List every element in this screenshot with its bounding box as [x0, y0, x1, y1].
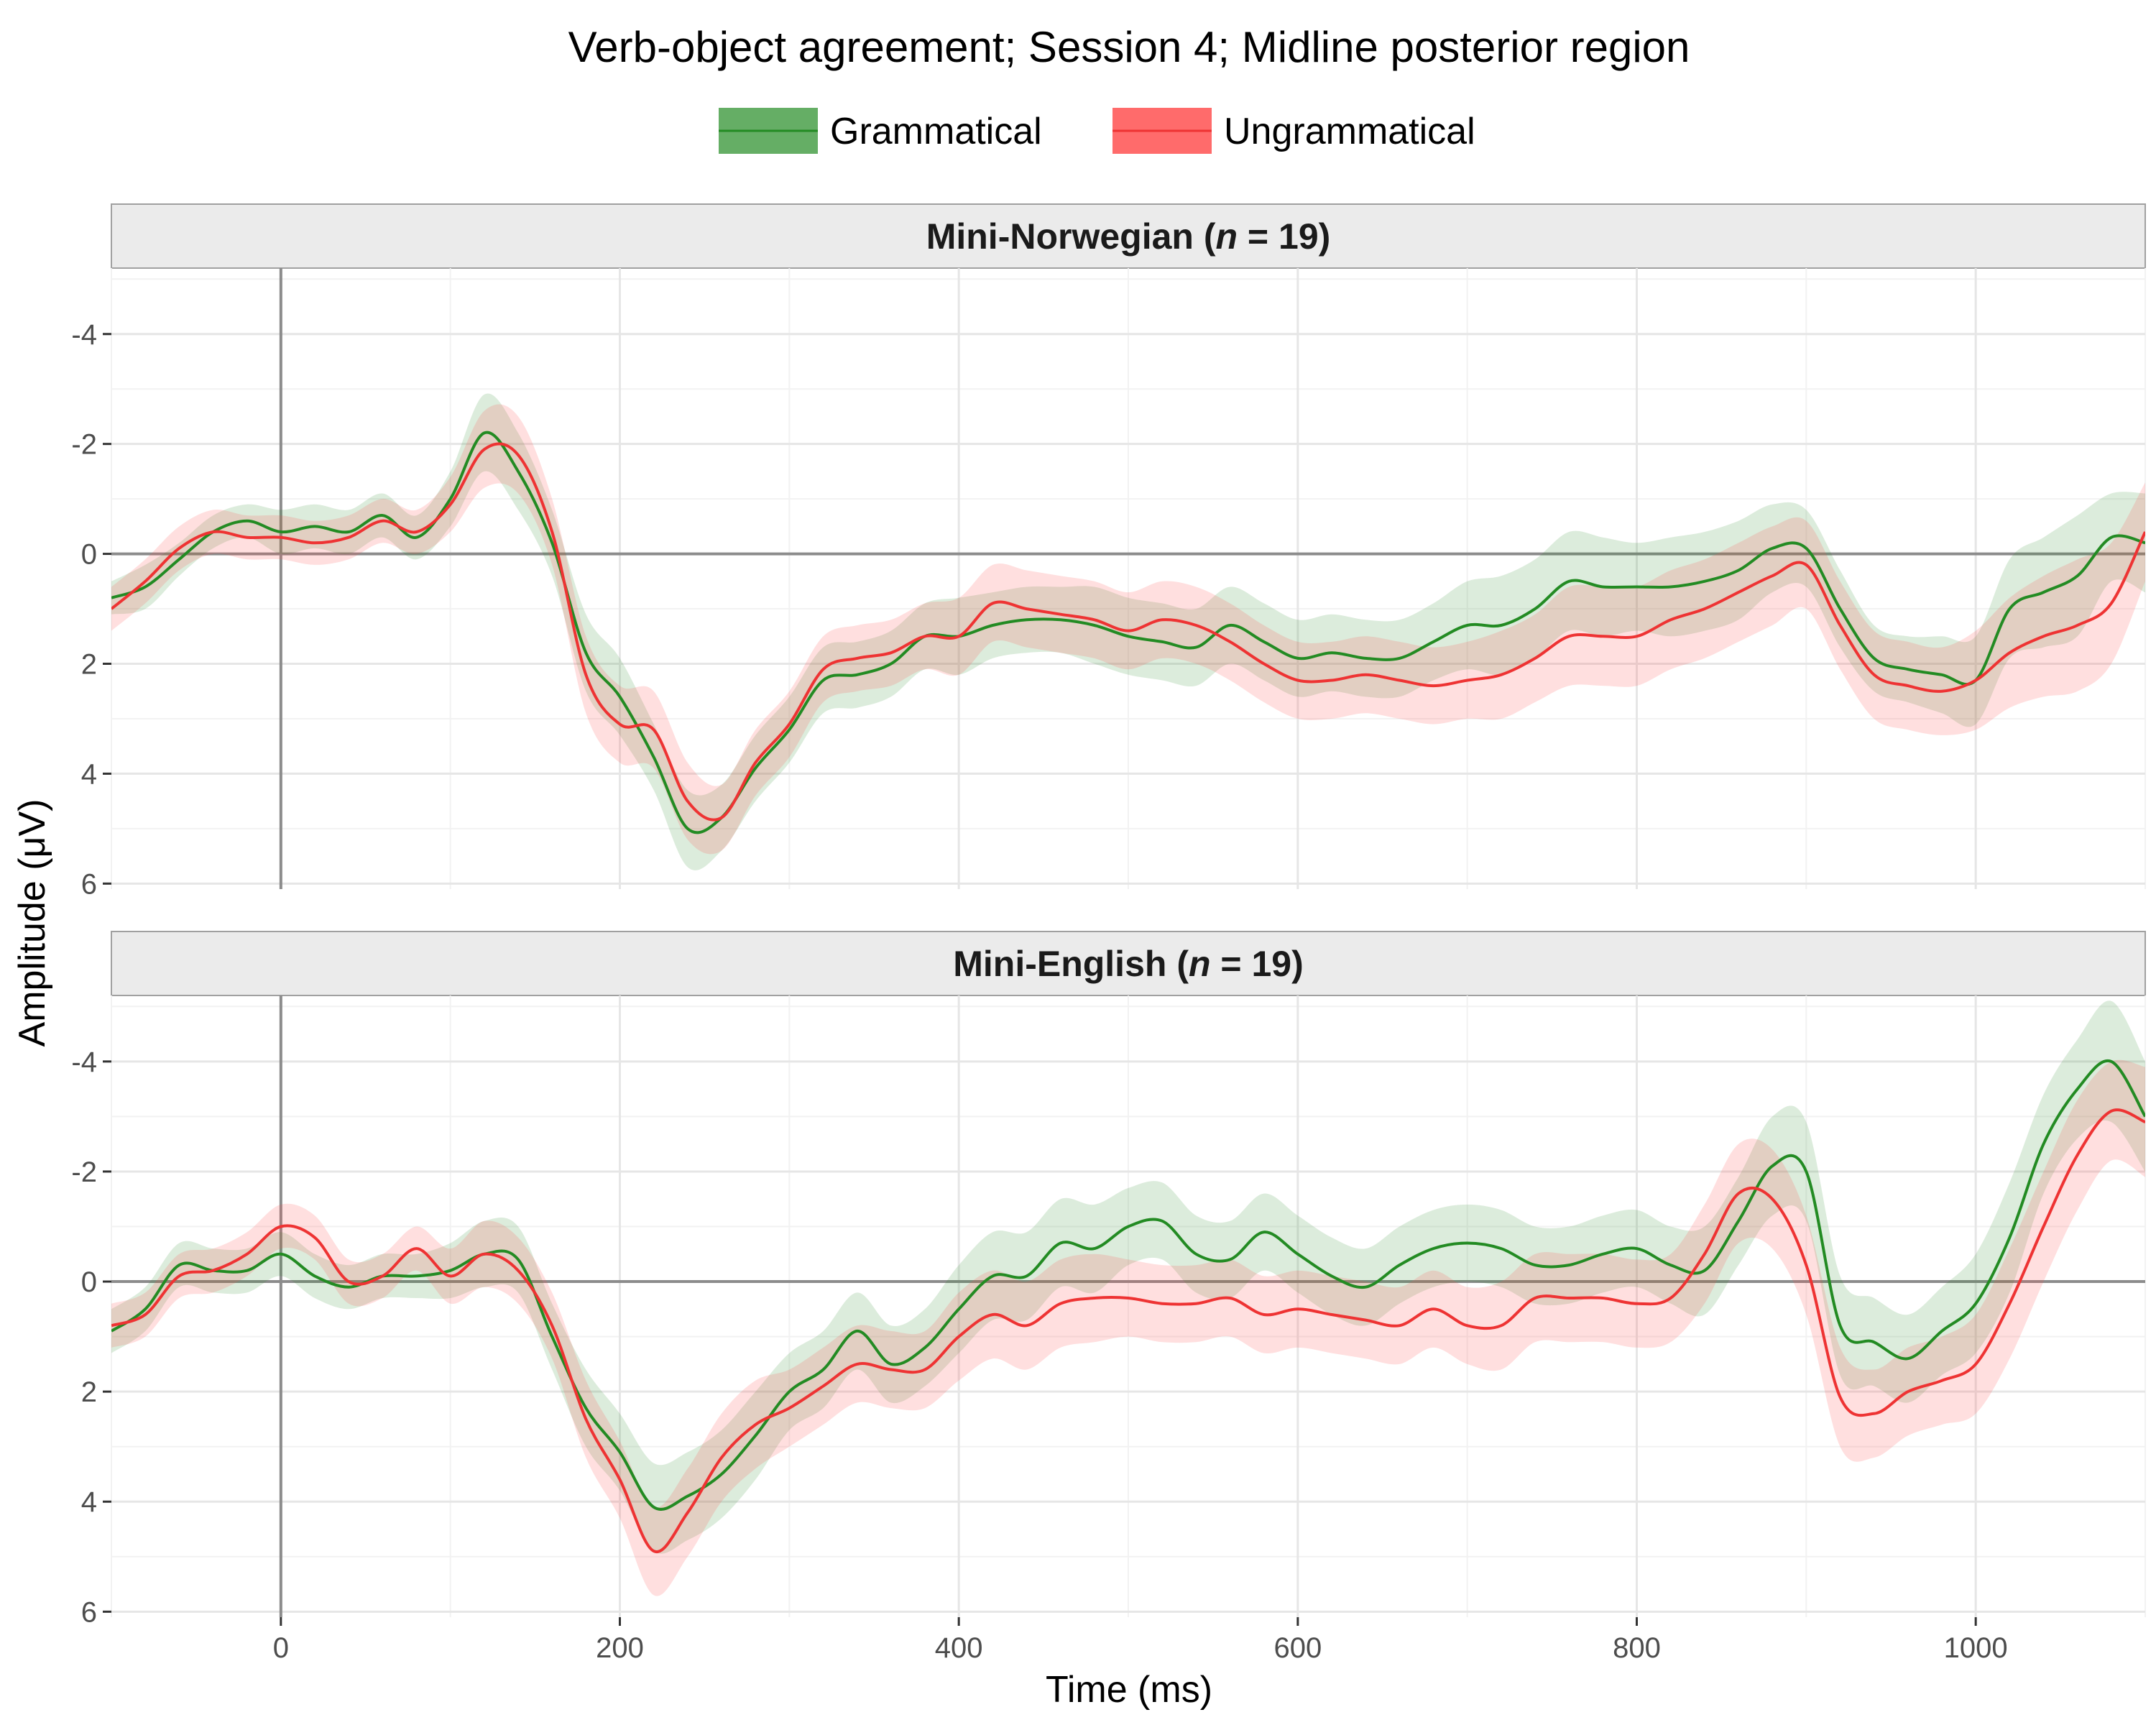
x-tick-label: 0 [273, 1632, 289, 1664]
legend-label-grammatical: Grammatical [830, 111, 1042, 152]
facet-strip-label-n: n [1189, 944, 1211, 984]
facet-strip-label-post: = 19) [1238, 216, 1330, 257]
facet-strip-label: Mini-English (n = 19) [953, 944, 1304, 984]
y-tick-label: 0 [81, 539, 97, 571]
y-tick-label: 4 [81, 1486, 97, 1518]
x-tick-label: 400 [935, 1632, 983, 1664]
panel-mini-norwegian: Mini-Norwegian (n = 19) -4 -2 0 2 4 6 [71, 203, 2146, 900]
legend-label-ungrammatical: Ungrammatical [1224, 111, 1475, 152]
panel-mini-english: Mini-English (n = 19) -4 -2 0 2 4 6 [71, 931, 2146, 1628]
confidence-band-ungrammatical [111, 404, 2145, 855]
confidence-band-grammatical [111, 1000, 2145, 1554]
facet-strip-label-n: n [1215, 216, 1238, 257]
y-tick-label: -4 [71, 319, 97, 351]
facet-strip-label-pre: Mini-Norwegian ( [926, 216, 1216, 257]
y-tick-label: -2 [71, 1156, 97, 1188]
y-axis: -4 -2 0 2 4 6 [71, 1046, 111, 1628]
confidence-band-ungrammatical [111, 1059, 2145, 1596]
y-axis-title: Amplitude (μV) [11, 799, 53, 1047]
series-line-ungrammatical [111, 442, 2145, 822]
x-tick-label: 800 [1613, 1632, 1661, 1664]
facet-strip-label-pre: Mini-English ( [953, 944, 1189, 984]
y-tick-label: 4 [81, 758, 97, 790]
x-axis-title: Time (ms) [1046, 1669, 1212, 1711]
y-tick-label: 2 [81, 1376, 97, 1408]
x-tick-label: 200 [596, 1632, 644, 1664]
x-tick-label: 600 [1273, 1632, 1322, 1664]
facet-strip-label-post: = 19) [1211, 944, 1304, 984]
facet-strip [111, 931, 2146, 996]
facet-strip [111, 203, 2146, 269]
series-line-ungrammatical [111, 1108, 2145, 1554]
y-tick-label: -4 [71, 1046, 97, 1078]
y-tick-label: 2 [81, 649, 97, 681]
facet-strip-label: Mini-Norwegian (n = 19) [926, 216, 1331, 257]
legend: Grammatical Ungrammatical [719, 108, 1475, 154]
y-tick-label: 0 [81, 1266, 97, 1298]
x-tick-label: 1000 [1944, 1632, 2008, 1664]
y-tick-label: 6 [81, 868, 97, 900]
y-tick-label: -2 [71, 429, 97, 461]
series-line-grammatical [111, 431, 2145, 834]
y-axis: -4 -2 0 2 4 6 [71, 319, 111, 900]
chart-title: Verb-object agreement; Session 4; Midlin… [568, 23, 1690, 71]
x-axis: 0 200 400 600 800 1000 [273, 1617, 2008, 1664]
y-tick-label: 6 [81, 1596, 97, 1628]
